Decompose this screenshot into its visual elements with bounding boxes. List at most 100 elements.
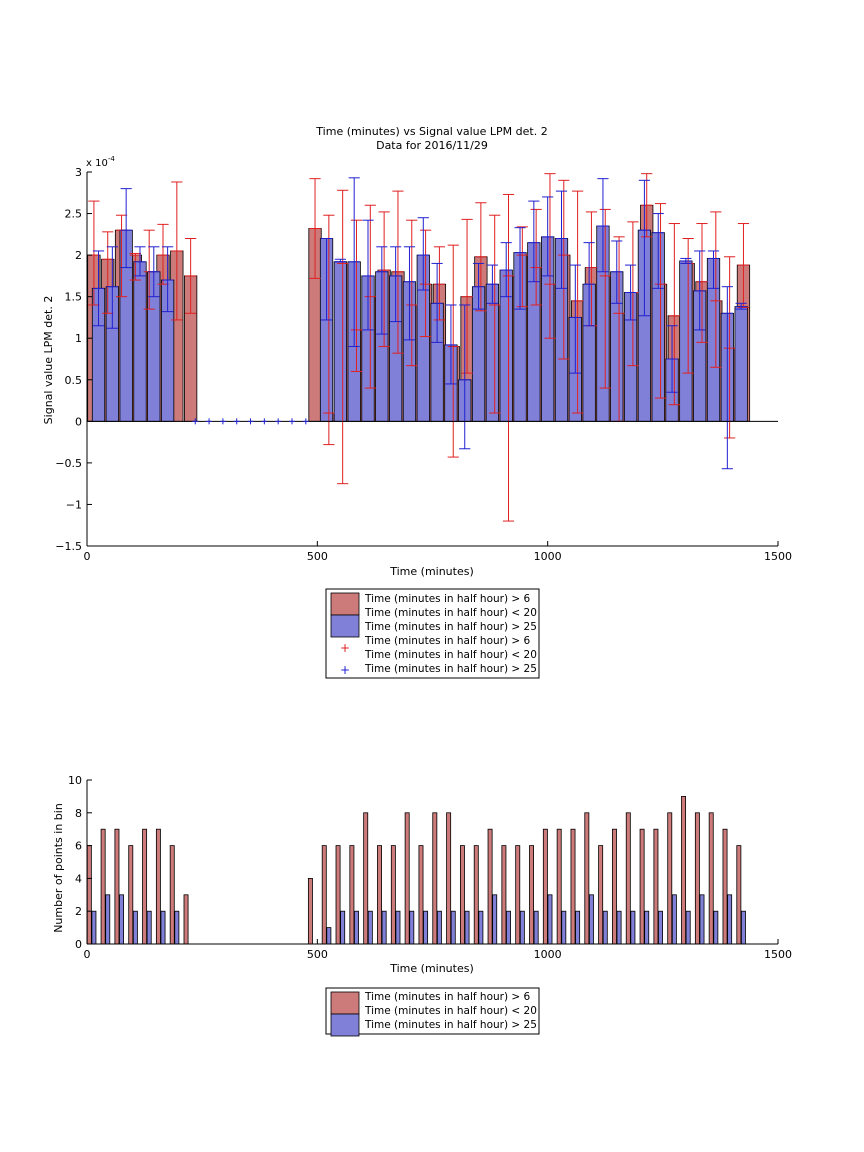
count-bar-blue bbox=[105, 894, 111, 945]
count-bar-red bbox=[142, 828, 148, 945]
chart-subtitle: Data for 2016/11/29 bbox=[376, 139, 488, 152]
y-axis-label: Number of points in bin bbox=[52, 803, 65, 933]
count-bar-blue bbox=[658, 910, 663, 945]
count-bar-red bbox=[335, 845, 341, 945]
count-bar-red bbox=[653, 828, 659, 945]
count-bar-blue bbox=[464, 910, 470, 945]
count-bar-blue bbox=[506, 910, 511, 945]
count-bar-red bbox=[321, 845, 327, 945]
y-tick-label: 1.5 bbox=[65, 291, 83, 304]
count-bar-blue bbox=[740, 910, 746, 945]
count-bar-blue bbox=[588, 894, 594, 945]
x-tick-label: 1500 bbox=[764, 550, 792, 563]
count-bar-red bbox=[598, 845, 604, 945]
count-bar-blue bbox=[174, 910, 180, 945]
count-bar-blue bbox=[575, 910, 581, 945]
count-bar-blue bbox=[409, 910, 415, 945]
y-tick-label: −1.5 bbox=[55, 540, 82, 553]
signal-chart: Time (minutes) vs Signal value LPM det. … bbox=[42, 125, 792, 578]
count-bar-red bbox=[708, 812, 714, 945]
y-tick-label: 6 bbox=[75, 840, 82, 853]
count-bar-red bbox=[446, 812, 452, 945]
bar-blue bbox=[333, 261, 347, 422]
y-tick-label: 0 bbox=[75, 938, 82, 951]
y-tick-label: 3 bbox=[75, 166, 82, 179]
legend-red-swatch bbox=[330, 991, 360, 1015]
y-tick-label: 2.5 bbox=[65, 208, 83, 221]
count-bar-red bbox=[667, 812, 673, 945]
legend-red-swatch bbox=[330, 592, 360, 616]
count-bar-blue bbox=[146, 910, 152, 945]
count-bar-blue bbox=[492, 894, 498, 945]
count-bar-red bbox=[404, 812, 410, 945]
legend-entry: Time (minutes in half hour) > 6 bbox=[364, 593, 531, 605]
bar-blue bbox=[133, 261, 147, 422]
y-tick-label: 8 bbox=[75, 807, 82, 820]
x-tick-label: 500 bbox=[307, 550, 328, 563]
count-bar-blue bbox=[119, 894, 125, 945]
count-bar-red bbox=[100, 828, 106, 945]
legend-entry: Time (minutes in half hour) > 25 bbox=[364, 1019, 537, 1031]
x-axis-label: Time (minutes) bbox=[389, 565, 474, 578]
y-tick-label: 10 bbox=[68, 774, 82, 787]
bar-blue bbox=[679, 260, 693, 422]
signal-legend: + + Time (minutes in half hour) > 6 Time… bbox=[325, 588, 540, 679]
count-bar-blue bbox=[561, 910, 567, 945]
count-bar-red bbox=[459, 845, 465, 945]
legend-entry: Time (minutes in half hour) < 20 bbox=[364, 607, 537, 619]
count-bar-blue bbox=[395, 910, 401, 945]
count-bar-red bbox=[307, 878, 313, 945]
count-bar-blue bbox=[644, 910, 650, 945]
count-bar-blue bbox=[381, 910, 387, 945]
count-legend: Time (minutes in half hour) > 6 Time (mi… bbox=[325, 987, 540, 1037]
bar-blue bbox=[734, 306, 748, 422]
count-bar-blue bbox=[450, 910, 456, 945]
count-bar-red bbox=[639, 828, 645, 945]
legend-entry: Time (minutes in half hour) > 6 bbox=[364, 991, 531, 1003]
count-bar-blue bbox=[367, 910, 373, 945]
y-tick-label: 0.5 bbox=[65, 374, 83, 387]
count-bar-red bbox=[432, 812, 438, 945]
count-bar-blue bbox=[630, 910, 636, 945]
count-bar-red bbox=[694, 812, 700, 945]
count-bar-red bbox=[128, 845, 134, 945]
count-bar-blue bbox=[685, 910, 691, 945]
count-bar-red bbox=[418, 845, 424, 945]
y-tick-label: 0 bbox=[75, 415, 82, 428]
legend-box bbox=[325, 987, 540, 1035]
legend-entry: Time (minutes in half hour) < 20 bbox=[364, 1005, 537, 1017]
count-bar-blue bbox=[160, 910, 166, 945]
y-tick-label: 2 bbox=[75, 905, 82, 918]
count-bar-blue bbox=[436, 910, 442, 945]
legend-red-marker: + bbox=[340, 641, 350, 655]
legend-blue-swatch bbox=[330, 1013, 360, 1037]
count-bar-red bbox=[377, 845, 382, 945]
count-bar-red bbox=[114, 828, 120, 945]
count-bar-red bbox=[349, 845, 355, 945]
count-bar-red bbox=[570, 828, 576, 945]
count-bar-blue bbox=[727, 894, 733, 945]
count-bar-red bbox=[529, 845, 534, 945]
x-axis-label: Time (minutes) bbox=[389, 962, 474, 975]
count-bar-red bbox=[736, 845, 742, 945]
y-tick-label: 4 bbox=[75, 872, 82, 885]
legend-blue-marker: + bbox=[340, 663, 350, 677]
x-tick-label: 1500 bbox=[764, 948, 792, 961]
count-bar-red bbox=[183, 894, 189, 945]
x-tick-label: 0 bbox=[84, 550, 91, 563]
count-bar-blue bbox=[354, 910, 359, 945]
count-bar-red bbox=[501, 845, 507, 945]
count-bar-red bbox=[556, 828, 562, 945]
count-bar-blue bbox=[699, 894, 705, 945]
count-bar-blue bbox=[713, 910, 719, 945]
y-axis-label: Signal value LPM det. 2 bbox=[42, 296, 55, 425]
count-bar-red bbox=[625, 812, 631, 945]
signal-plot-area: −1.5 −1 −0.5 0 0.5 1 1.5 2 2.5 3 0 500 1000 1500 bbox=[55, 166, 792, 563]
count-bar-blue bbox=[616, 910, 622, 945]
count-bar-red bbox=[515, 845, 521, 945]
count-bar-red bbox=[363, 812, 369, 945]
x-tick-label: 500 bbox=[307, 948, 328, 961]
count-chart: 0 2 4 6 8 10 0 500 1000 1500 Time (minutes) Numbe… bbox=[52, 774, 792, 975]
x-tick-label: 0 bbox=[84, 948, 91, 961]
count-bar-blue bbox=[547, 894, 553, 945]
